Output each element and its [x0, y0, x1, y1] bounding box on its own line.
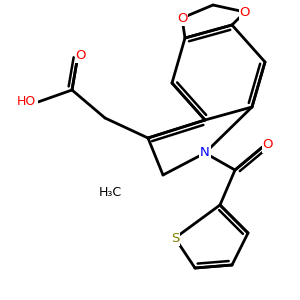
Text: H₃C: H₃C	[99, 187, 122, 200]
Text: O: O	[177, 11, 187, 25]
Text: N: N	[200, 146, 210, 160]
Text: O: O	[263, 139, 273, 152]
Text: O: O	[76, 49, 86, 62]
Text: S: S	[171, 232, 179, 244]
Text: HO: HO	[17, 95, 37, 109]
Text: O: O	[240, 5, 250, 19]
